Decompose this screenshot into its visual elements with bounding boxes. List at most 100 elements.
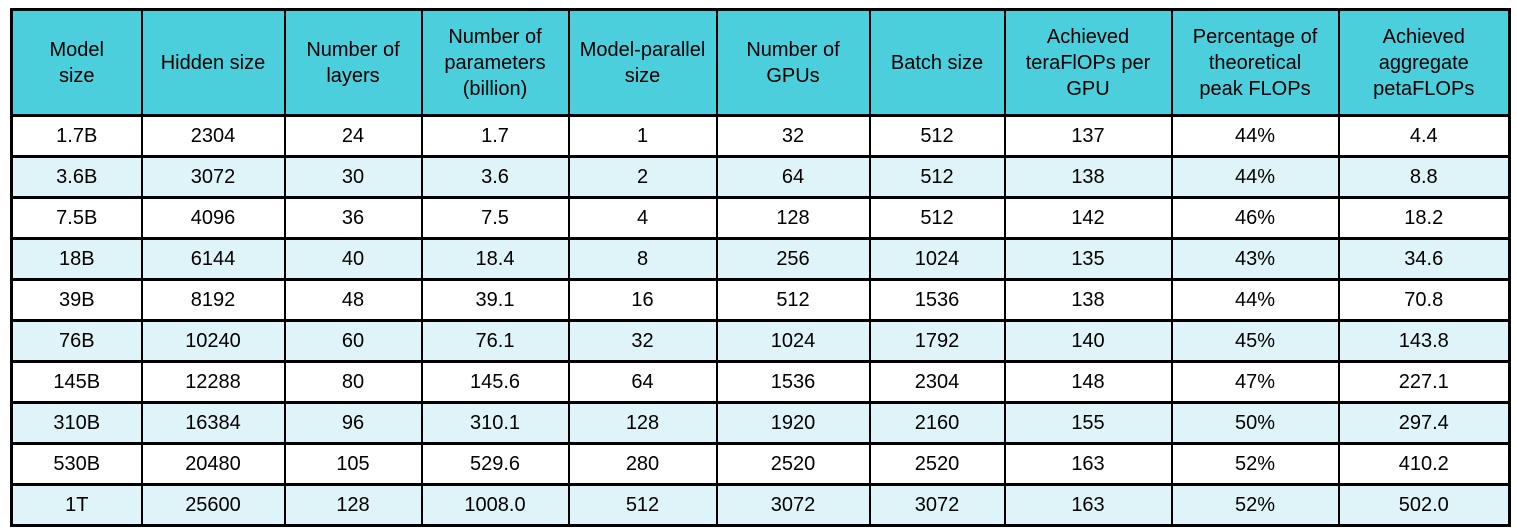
table-cell: 1536 <box>715 360 871 404</box>
table-cell: 1024 <box>715 319 871 363</box>
table-cell: 43% <box>1170 237 1340 281</box>
column-header-hidden-size: Hidden size <box>140 8 286 117</box>
table-header: Model size Hidden size Number of layers Num… <box>10 8 1511 117</box>
table-cell: 60 <box>283 319 423 363</box>
table-row: 1T 25600 128 1008.0 512 3072 3072 163 52% 502.0 <box>10 483 1511 527</box>
table-cell: 2304 <box>868 360 1006 404</box>
table-cell: 138 <box>1003 278 1173 322</box>
table-cell: 8.8 <box>1337 155 1511 199</box>
table-cell: 52% <box>1170 483 1340 527</box>
table-cell: 143.8 <box>1337 319 1511 363</box>
table-cell: 16384 <box>140 401 286 445</box>
table-cell: 64 <box>567 360 718 404</box>
table-cell: 32 <box>715 114 871 158</box>
table-cell: 8192 <box>140 278 286 322</box>
table-cell: 34.6 <box>1337 237 1511 281</box>
table-row: 1.7B 2304 24 1.7 1 32 512 137 44% 4.4 <box>10 114 1511 158</box>
table-cell: 4096 <box>140 196 286 240</box>
table-cell: 502.0 <box>1337 483 1511 527</box>
table-cell: 48 <box>283 278 423 322</box>
table-row: 76B 10240 60 76.1 32 1024 1792 140 45% 143.8 <box>10 319 1511 363</box>
header-row: Model size Hidden size Number of layers Num… <box>10 8 1511 117</box>
table-cell: 1920 <box>715 401 871 445</box>
table-cell: 3072 <box>715 483 871 527</box>
table-row: 530B 20480 105 529.6 280 2520 2520 163 52% 410.2 <box>10 442 1511 486</box>
table-cell: 30 <box>283 155 423 199</box>
table-cell: 163 <box>1003 483 1173 527</box>
column-header-achieved-teraflops-per-gpu: Achieved teraFlOPs per GPU <box>1003 8 1173 117</box>
table-cell: 128 <box>567 401 718 445</box>
table-cell: 512 <box>868 114 1006 158</box>
table-cell: 512 <box>715 278 871 322</box>
column-header-model-size: Model size <box>10 8 143 117</box>
table-cell: 1008.0 <box>420 483 570 527</box>
table-cell: 1T <box>10 483 143 527</box>
table-cell: 36 <box>283 196 423 240</box>
column-header-model-parallel-size: Model-parallel size <box>567 8 718 117</box>
table-cell: 256 <box>715 237 871 281</box>
table-cell: 10240 <box>140 319 286 363</box>
table-cell: 140 <box>1003 319 1173 363</box>
table-cell: 7.5 <box>420 196 570 240</box>
table-cell: 529.6 <box>420 442 570 486</box>
table-cell: 4.4 <box>1337 114 1511 158</box>
table-cell: 310B <box>10 401 143 445</box>
column-header-number-of-parameters-billion: Number of parameters (billion) <box>420 8 570 117</box>
table-cell: 96 <box>283 401 423 445</box>
table-cell: 1536 <box>868 278 1006 322</box>
table-cell: 1024 <box>868 237 1006 281</box>
table-cell: 18B <box>10 237 143 281</box>
model-scaling-table: Model size Hidden size Number of layers Num… <box>10 8 1511 527</box>
table-cell: 4 <box>567 196 718 240</box>
table-cell: 142 <box>1003 196 1173 240</box>
table-cell: 3072 <box>868 483 1006 527</box>
table-cell: 2520 <box>715 442 871 486</box>
table-cell: 12288 <box>140 360 286 404</box>
table-row: 145B 12288 80 145.6 64 1536 2304 148 47% 227.1 <box>10 360 1511 404</box>
table-cell: 45% <box>1170 319 1340 363</box>
table-row: 310B 16384 96 310.1 128 1920 2160 155 50% 297.4 <box>10 401 1511 445</box>
table-cell: 128 <box>283 483 423 527</box>
table-cell: 310.1 <box>420 401 570 445</box>
table-cell: 7.5B <box>10 196 143 240</box>
table-cell: 46% <box>1170 196 1340 240</box>
table-cell: 20480 <box>140 442 286 486</box>
table-cell: 1 <box>567 114 718 158</box>
table-cell: 3072 <box>140 155 286 199</box>
table-cell: 76.1 <box>420 319 570 363</box>
table-cell: 6144 <box>140 237 286 281</box>
table-cell: 44% <box>1170 278 1340 322</box>
table-cell: 1.7 <box>420 114 570 158</box>
table-cell: 80 <box>283 360 423 404</box>
table-cell: 530B <box>10 442 143 486</box>
table-cell: 2520 <box>868 442 1006 486</box>
table-cell: 8 <box>567 237 718 281</box>
column-header-number-of-gpus: Number of GPUs <box>715 8 871 117</box>
table-cell: 25600 <box>140 483 286 527</box>
column-header-achieved-aggregate-petaflops: Achieved aggregate petaFLOPs <box>1337 8 1511 117</box>
table-cell: 145.6 <box>420 360 570 404</box>
table-cell: 40 <box>283 237 423 281</box>
table-cell: 512 <box>567 483 718 527</box>
table-cell: 297.4 <box>1337 401 1511 445</box>
table-cell: 3.6 <box>420 155 570 199</box>
table-cell: 145B <box>10 360 143 404</box>
table-cell: 155 <box>1003 401 1173 445</box>
table-body: 1.7B 2304 24 1.7 1 32 512 137 44% 4.4 3.6B 3072 30 3.… <box>10 114 1511 527</box>
table-row: 39B 8192 48 39.1 16 512 1536 138 44% 70.8 <box>10 278 1511 322</box>
table-cell: 512 <box>868 196 1006 240</box>
table-cell: 2 <box>567 155 718 199</box>
table-cell: 18.4 <box>420 237 570 281</box>
table-cell: 163 <box>1003 442 1173 486</box>
table-cell: 52% <box>1170 442 1340 486</box>
table-cell: 148 <box>1003 360 1173 404</box>
table-cell: 39B <box>10 278 143 322</box>
table-cell: 39.1 <box>420 278 570 322</box>
table-cell: 2160 <box>868 401 1006 445</box>
table-cell: 50% <box>1170 401 1340 445</box>
table-cell: 1.7B <box>10 114 143 158</box>
table-cell: 512 <box>868 155 1006 199</box>
table-cell: 105 <box>283 442 423 486</box>
table-row: 7.5B 4096 36 7.5 4 128 512 142 46% 18.2 <box>10 196 1511 240</box>
